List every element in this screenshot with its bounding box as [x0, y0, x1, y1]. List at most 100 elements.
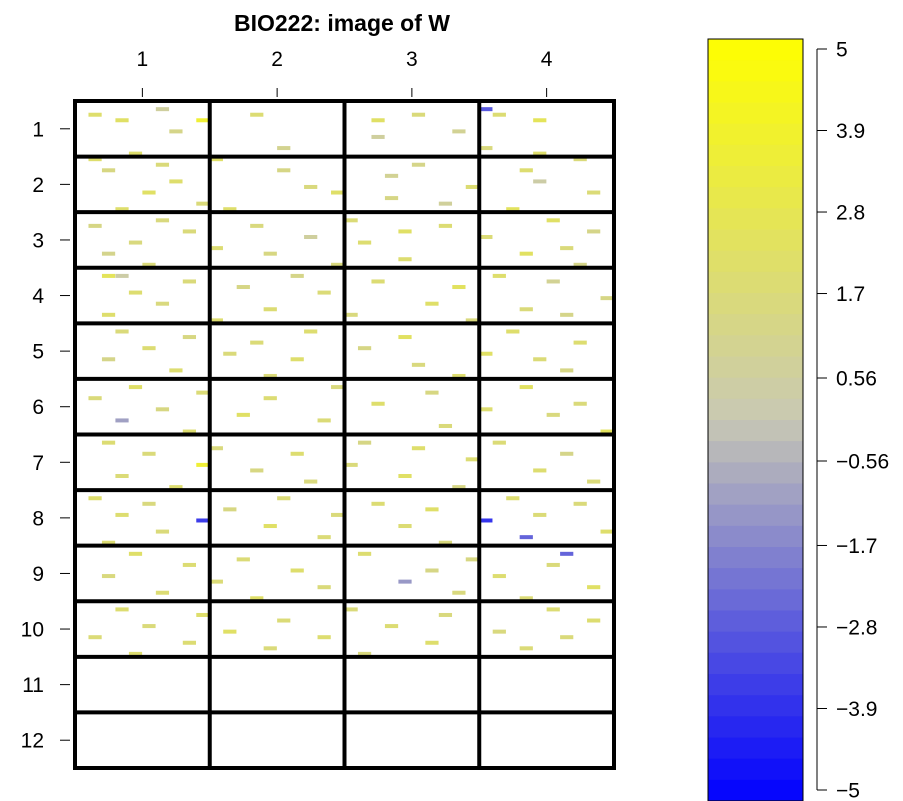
heatmap-cell	[465, 457, 479, 462]
heatmap-cell	[115, 607, 129, 612]
heatmap-cell	[465, 557, 479, 562]
heatmap-cell	[411, 162, 426, 167]
heatmap-cell	[371, 401, 385, 406]
heatmap-cell	[384, 173, 399, 178]
heatmap-cell	[438, 223, 453, 228]
heatmap-cell	[357, 651, 372, 656]
heatmap-cell	[492, 440, 506, 445]
colorbar-tick-label: 2.8	[836, 202, 865, 225]
heatmap-cell	[465, 318, 479, 323]
heatmap-cell	[519, 646, 533, 651]
colorbar-frame	[707, 38, 804, 801]
heatmap-cell	[600, 529, 614, 534]
colorbar-step	[708, 356, 803, 379]
colorbar-tick-label: 3.9	[836, 120, 865, 143]
heatmap-cell	[196, 201, 210, 206]
heatmap-cell	[88, 396, 102, 401]
heatmap-cell	[196, 518, 210, 523]
heatmap-cell	[155, 107, 170, 112]
heatmap-cell	[142, 624, 156, 629]
heatmap-cell	[546, 279, 560, 284]
top-axis: 1 2 3 4	[137, 48, 553, 97]
heatmap-cell	[452, 285, 466, 290]
top-axis-label: 4	[541, 48, 553, 71]
heatmap-cell	[182, 429, 197, 434]
heatmap-cell	[88, 223, 102, 228]
left-axis-label: 6	[32, 396, 44, 419]
heatmap-cell	[384, 196, 399, 201]
heatmap-cell	[384, 624, 399, 629]
heatmap-cell	[115, 418, 129, 423]
heatmap-cell	[263, 524, 277, 529]
heatmap-cell	[560, 451, 574, 456]
heatmap-cell	[250, 112, 264, 117]
colorbar-step	[708, 441, 803, 463]
heatmap-cell	[398, 335, 412, 340]
heatmap-cell	[209, 446, 223, 451]
heatmap-cell	[411, 362, 426, 367]
heatmap-cell	[573, 262, 587, 267]
heatmap-cell	[128, 151, 143, 156]
heatmap-cell	[115, 329, 129, 334]
heatmap-cell	[101, 540, 116, 545]
heatmap-cell	[479, 351, 493, 356]
heatmap-cell	[533, 151, 547, 156]
heatmap-cell	[101, 357, 116, 362]
heatmap-cell	[290, 357, 304, 362]
heatmap-cell	[371, 134, 385, 139]
heatmap-cell	[452, 485, 466, 490]
heatmap-cell	[465, 184, 479, 189]
heatmap-cell	[519, 168, 533, 173]
colorbar-tick-label: −2.8	[836, 616, 877, 639]
heatmap-cell	[398, 579, 412, 584]
heatmap-cell	[573, 340, 587, 345]
heatmap-cell	[115, 273, 129, 278]
heatmap-cell	[533, 179, 547, 184]
heatmap-cell	[331, 512, 345, 517]
heatmap-cell	[492, 112, 506, 117]
heatmap-cell	[250, 223, 264, 228]
heatmap-cell	[209, 157, 223, 162]
heatmap-cell	[492, 273, 506, 278]
heatmap-cell	[344, 218, 358, 223]
heatmap-cell	[479, 518, 493, 523]
heatmap-cell	[546, 607, 560, 612]
heatmap-cell	[182, 562, 197, 567]
heatmap-cell	[425, 640, 439, 645]
heatmap-cell	[398, 229, 412, 234]
heatmap-cell	[600, 429, 614, 434]
heatmap-cell	[223, 507, 237, 512]
heatmap-cell	[519, 535, 533, 540]
heatmap-cell	[182, 335, 197, 340]
colorbar-step	[708, 208, 803, 231]
heatmap-cell	[155, 162, 170, 167]
heatmap-cell	[533, 118, 547, 123]
colorbar-step	[708, 377, 803, 400]
heatmap-cell	[169, 179, 183, 184]
heatmap-cell	[533, 468, 547, 473]
colorbar-step	[708, 631, 803, 654]
heatmap-cell	[142, 451, 156, 456]
top-axis-label: 3	[406, 48, 418, 71]
heatmap-cell	[196, 462, 210, 467]
heatmap-cell	[209, 318, 223, 323]
heatmap-cell	[479, 407, 493, 412]
heatmap-cell	[182, 279, 197, 284]
colorbar-step	[708, 271, 803, 294]
heatmap-cell	[452, 590, 466, 595]
heatmap-cell	[587, 229, 601, 234]
heatmap-cell	[142, 262, 156, 267]
heatmap-cell	[425, 507, 439, 512]
heatmap-cell	[357, 346, 372, 351]
heatmap-cell	[573, 501, 587, 506]
heatmap-cell	[155, 590, 170, 595]
heatmap-cell	[317, 418, 331, 423]
heatmap-cell	[223, 207, 237, 212]
colorbar-step	[708, 674, 803, 696]
heatmap-cell	[506, 496, 520, 501]
colorbar-step	[708, 462, 803, 485]
heatmap-cell	[357, 551, 372, 556]
left-axis-label: 11	[22, 674, 44, 697]
heatmap-cell	[492, 574, 506, 579]
